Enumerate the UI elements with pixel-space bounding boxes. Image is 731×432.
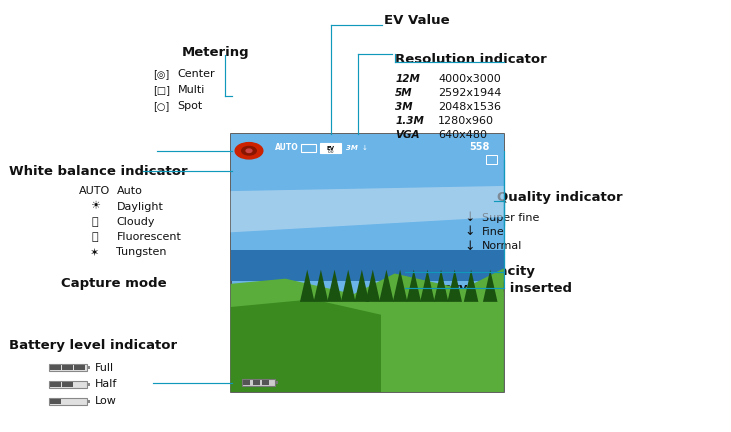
FancyBboxPatch shape (49, 398, 86, 405)
Text: AUTO: AUTO (274, 143, 298, 152)
Circle shape (242, 146, 257, 155)
Text: Multi: Multi (178, 85, 205, 95)
FancyBboxPatch shape (275, 381, 278, 384)
FancyBboxPatch shape (242, 379, 275, 386)
Text: ⦰: ⦰ (91, 232, 98, 242)
Polygon shape (231, 134, 504, 276)
Text: Normal: Normal (482, 241, 523, 251)
Circle shape (235, 143, 263, 159)
Text: 558: 558 (469, 142, 489, 152)
Text: Daylight: Daylight (116, 202, 163, 212)
Polygon shape (447, 270, 462, 302)
Polygon shape (420, 270, 435, 302)
Text: Fine: Fine (482, 227, 505, 237)
Text: AUTO: AUTO (79, 186, 110, 196)
Text: EV Value: EV Value (385, 14, 450, 27)
FancyBboxPatch shape (243, 380, 251, 385)
Polygon shape (379, 270, 394, 302)
Polygon shape (406, 270, 421, 302)
Polygon shape (463, 270, 478, 302)
Text: EV: EV (327, 146, 335, 151)
Polygon shape (300, 270, 314, 302)
Text: Auto: Auto (116, 186, 143, 196)
Text: 2048x1536: 2048x1536 (439, 102, 501, 112)
Text: [◎]: [◎] (154, 70, 170, 79)
Polygon shape (231, 299, 381, 392)
Polygon shape (355, 270, 369, 302)
Polygon shape (433, 270, 448, 302)
Text: ⛅: ⛅ (91, 216, 98, 226)
Text: [○]: [○] (154, 101, 170, 111)
Text: Cloudy: Cloudy (116, 216, 155, 226)
Text: Low: Low (94, 397, 116, 407)
FancyBboxPatch shape (62, 365, 73, 370)
Text: 3M: 3M (395, 102, 413, 112)
Polygon shape (231, 186, 504, 232)
Text: White balance indicator: White balance indicator (9, 165, 187, 178)
Text: ✶: ✶ (90, 248, 99, 257)
Text: Capture mode: Capture mode (61, 277, 167, 290)
FancyBboxPatch shape (49, 381, 86, 388)
FancyBboxPatch shape (86, 383, 89, 386)
Text: Half: Half (94, 379, 117, 389)
FancyBboxPatch shape (74, 365, 85, 370)
Text: ↓: ↓ (464, 226, 475, 238)
Text: 12M: 12M (395, 73, 420, 84)
Polygon shape (231, 250, 504, 281)
FancyBboxPatch shape (50, 399, 61, 404)
Polygon shape (483, 270, 498, 302)
Circle shape (246, 149, 252, 152)
Text: ↓: ↓ (464, 211, 475, 224)
FancyBboxPatch shape (50, 365, 61, 370)
Text: ☀: ☀ (90, 202, 99, 212)
Text: Spot: Spot (178, 101, 203, 111)
Text: VGA: VGA (395, 130, 420, 140)
Text: 640x480: 640x480 (439, 130, 488, 140)
Text: Memory capacity: Memory capacity (407, 265, 535, 278)
Text: [□]: [□] (153, 85, 170, 95)
Text: 2592x1944: 2592x1944 (439, 88, 501, 98)
Polygon shape (327, 270, 342, 302)
Text: 1280x960: 1280x960 (439, 116, 494, 126)
Text: Memory card inserted: Memory card inserted (407, 282, 572, 295)
Text: 3M: 3M (346, 145, 357, 151)
Text: 5M: 5M (395, 88, 413, 98)
Text: 4000x3000: 4000x3000 (439, 73, 501, 84)
FancyBboxPatch shape (86, 366, 89, 369)
Text: 0.0: 0.0 (327, 149, 334, 154)
Text: ↓: ↓ (362, 145, 368, 151)
FancyBboxPatch shape (50, 382, 61, 387)
Text: Full: Full (94, 362, 114, 372)
Text: Tungsten: Tungsten (116, 248, 167, 257)
FancyBboxPatch shape (253, 380, 260, 385)
FancyBboxPatch shape (231, 134, 504, 392)
Polygon shape (341, 270, 355, 302)
FancyBboxPatch shape (62, 382, 73, 387)
Polygon shape (314, 270, 328, 302)
FancyBboxPatch shape (262, 380, 270, 385)
Polygon shape (231, 268, 504, 392)
Text: ↓: ↓ (464, 240, 475, 253)
Text: Battery level indicator: Battery level indicator (9, 339, 177, 352)
Text: Metering: Metering (182, 45, 249, 59)
Text: Quality indicator: Quality indicator (496, 191, 622, 204)
Polygon shape (366, 270, 380, 302)
Text: Super fine: Super fine (482, 213, 539, 223)
Polygon shape (393, 270, 407, 302)
Text: Resolution indicator: Resolution indicator (395, 53, 546, 66)
FancyBboxPatch shape (319, 143, 341, 153)
Text: Center: Center (178, 70, 215, 79)
Text: Fluorescent: Fluorescent (116, 232, 181, 242)
Text: 1.3M: 1.3M (395, 116, 424, 126)
FancyBboxPatch shape (49, 364, 86, 371)
FancyBboxPatch shape (86, 400, 89, 403)
